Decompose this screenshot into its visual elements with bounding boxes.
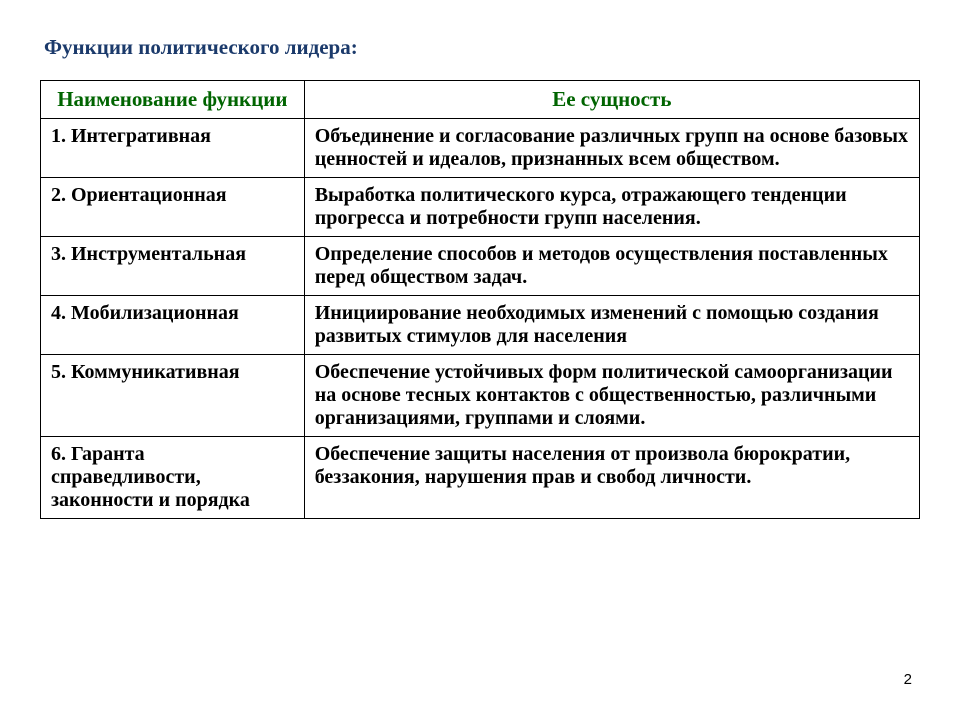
function-name: 4. Мобилизационная	[41, 296, 305, 355]
table-header-row: Наименование функции Ее сущность	[41, 81, 920, 119]
function-name: 3. Инструментальная	[41, 237, 305, 296]
function-desc: Выработка политического курса, отражающе…	[304, 178, 919, 237]
table-row: 2. Ориентационная Выработка политическог…	[41, 178, 920, 237]
page-number: 2	[904, 671, 912, 688]
table-row: 3. Инструментальная Определение способов…	[41, 237, 920, 296]
function-desc: Определение способов и методов осуществл…	[304, 237, 919, 296]
column-header-desc: Ее сущность	[304, 81, 919, 119]
function-desc: Обеспечение защиты населения от произвол…	[304, 437, 919, 519]
table-row: 6. Гаранта справедливости, законности и …	[41, 437, 920, 519]
table-row: 1. Интегративная Объединение и согласова…	[41, 119, 920, 178]
page-title: Функции политического лидера:	[40, 35, 920, 60]
function-desc: Обеспечение устойчивых форм политической…	[304, 355, 919, 437]
function-desc: Объединение и согласование различных гру…	[304, 119, 919, 178]
functions-table: Наименование функции Ее сущность 1. Инте…	[40, 80, 920, 519]
function-name: 6. Гаранта справедливости, законности и …	[41, 437, 305, 519]
function-name: 1. Интегративная	[41, 119, 305, 178]
table-row: 4. Мобилизационная Инициирование необход…	[41, 296, 920, 355]
function-desc: Инициирование необходимых изменений с по…	[304, 296, 919, 355]
table-row: 5. Коммуникативная Обеспечение устойчивы…	[41, 355, 920, 437]
function-name: 5. Коммуникативная	[41, 355, 305, 437]
column-header-name: Наименование функции	[41, 81, 305, 119]
function-name: 2. Ориентационная	[41, 178, 305, 237]
